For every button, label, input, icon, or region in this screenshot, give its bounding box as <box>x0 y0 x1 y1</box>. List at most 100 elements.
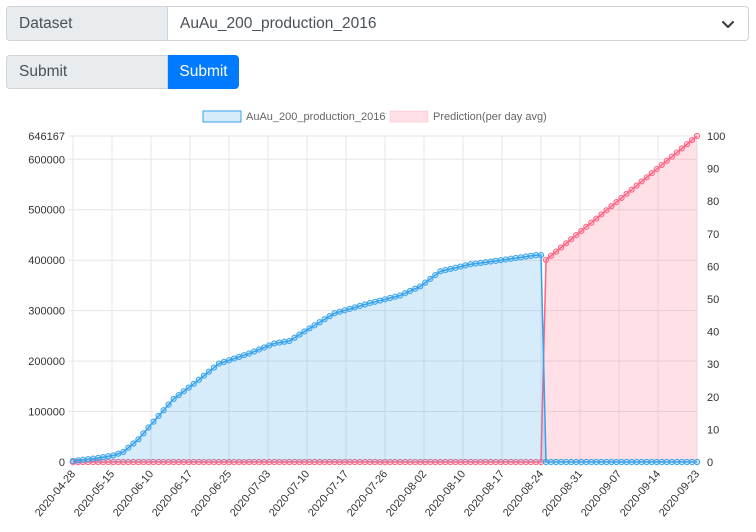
data-point <box>145 424 152 431</box>
data-point <box>140 430 147 437</box>
data-point <box>573 458 580 466</box>
data-point <box>457 263 464 270</box>
data-point <box>673 458 680 466</box>
data-point <box>361 301 368 308</box>
data-point <box>522 253 530 260</box>
data-point <box>130 440 137 447</box>
y-left-tick-label: 100000 <box>28 407 65 419</box>
y-right-tick-label: 10 <box>707 424 719 436</box>
data-point <box>517 254 524 261</box>
data-point <box>79 456 87 463</box>
data-point <box>376 297 384 304</box>
data-point <box>311 322 318 329</box>
data-point <box>225 357 233 364</box>
data-point <box>618 458 625 466</box>
y-right-tick-label: 80 <box>707 196 719 208</box>
data-point <box>386 294 394 302</box>
data-point <box>648 170 655 177</box>
data-point <box>326 313 333 320</box>
data-point <box>563 458 570 466</box>
data-point <box>90 455 97 462</box>
data-point <box>240 352 248 359</box>
data-point <box>623 190 630 197</box>
data-point <box>175 392 182 399</box>
data-point <box>351 304 358 311</box>
data-point <box>125 444 132 451</box>
y-right-tick-label: 50 <box>707 294 719 306</box>
data-point <box>558 458 565 466</box>
data-point <box>578 458 585 466</box>
data-point <box>542 458 550 466</box>
y-right-tick-label: 20 <box>707 392 719 404</box>
y-left-tick-label: 646167 <box>28 131 65 143</box>
y-right-tick-label: 100 <box>707 131 725 143</box>
data-point <box>467 261 474 268</box>
data-point <box>291 334 298 341</box>
data-point <box>391 293 399 300</box>
data-point <box>286 337 293 345</box>
dataset-row: Dataset AuAu_200_production_2016 <box>6 6 749 41</box>
dataset-selected-value: AuAu_200_production_2016 <box>180 14 377 32</box>
y-right-tick-label: 90 <box>707 164 719 176</box>
data-point <box>306 325 313 332</box>
submit-row: Submit Submit <box>6 55 239 89</box>
data-point <box>135 436 142 443</box>
data-point <box>271 340 278 347</box>
data-point <box>678 458 686 466</box>
data-point <box>180 388 187 395</box>
data-point <box>427 275 434 282</box>
submit-button[interactable]: Submit <box>168 55 239 89</box>
data-point <box>69 457 77 465</box>
y-left-tick-label: 0 <box>59 457 65 469</box>
data-point <box>417 283 424 290</box>
data-point <box>603 207 610 214</box>
data-point <box>588 458 595 466</box>
data-point <box>668 153 675 160</box>
data-point <box>487 258 494 265</box>
data-point <box>658 458 665 466</box>
data-point <box>356 302 363 310</box>
dataset-select[interactable]: AuAu_200_production_2016 <box>168 6 749 41</box>
data-point <box>281 338 288 345</box>
y-left-tick-label: 400000 <box>28 255 65 267</box>
data-point <box>95 454 102 462</box>
data-point <box>442 267 449 274</box>
data-point <box>110 452 117 459</box>
data-point <box>492 257 499 264</box>
data-point <box>623 458 630 466</box>
data-point <box>653 458 660 466</box>
data-point <box>628 186 635 193</box>
y-right-tick-label: 0 <box>707 457 713 469</box>
series-area <box>73 136 697 462</box>
data-point <box>593 458 600 466</box>
data-point <box>482 259 489 266</box>
y-left-tick-label: 600000 <box>28 154 65 166</box>
data-point <box>658 161 665 169</box>
data-point <box>608 203 615 210</box>
data-point <box>578 227 585 235</box>
data-point <box>276 339 283 346</box>
data-point <box>593 215 600 222</box>
dataset-label: Dataset <box>6 6 168 41</box>
data-point <box>336 308 343 315</box>
data-point <box>507 255 514 262</box>
data-point <box>316 319 323 326</box>
data-point <box>160 407 167 414</box>
data-point <box>583 458 590 466</box>
data-point <box>205 368 212 375</box>
data-point <box>74 457 82 464</box>
data-point <box>105 453 112 460</box>
data-point <box>613 458 620 466</box>
data-point <box>603 458 610 466</box>
data-point <box>502 256 509 263</box>
data-point <box>573 232 580 239</box>
data-point <box>497 257 504 264</box>
data-point <box>452 264 459 271</box>
data-point <box>220 358 228 366</box>
data-point <box>683 458 691 466</box>
data-point <box>693 132 701 140</box>
data-point <box>583 223 590 230</box>
data-point <box>547 458 555 466</box>
data-point <box>230 355 238 362</box>
data-point <box>608 458 615 466</box>
